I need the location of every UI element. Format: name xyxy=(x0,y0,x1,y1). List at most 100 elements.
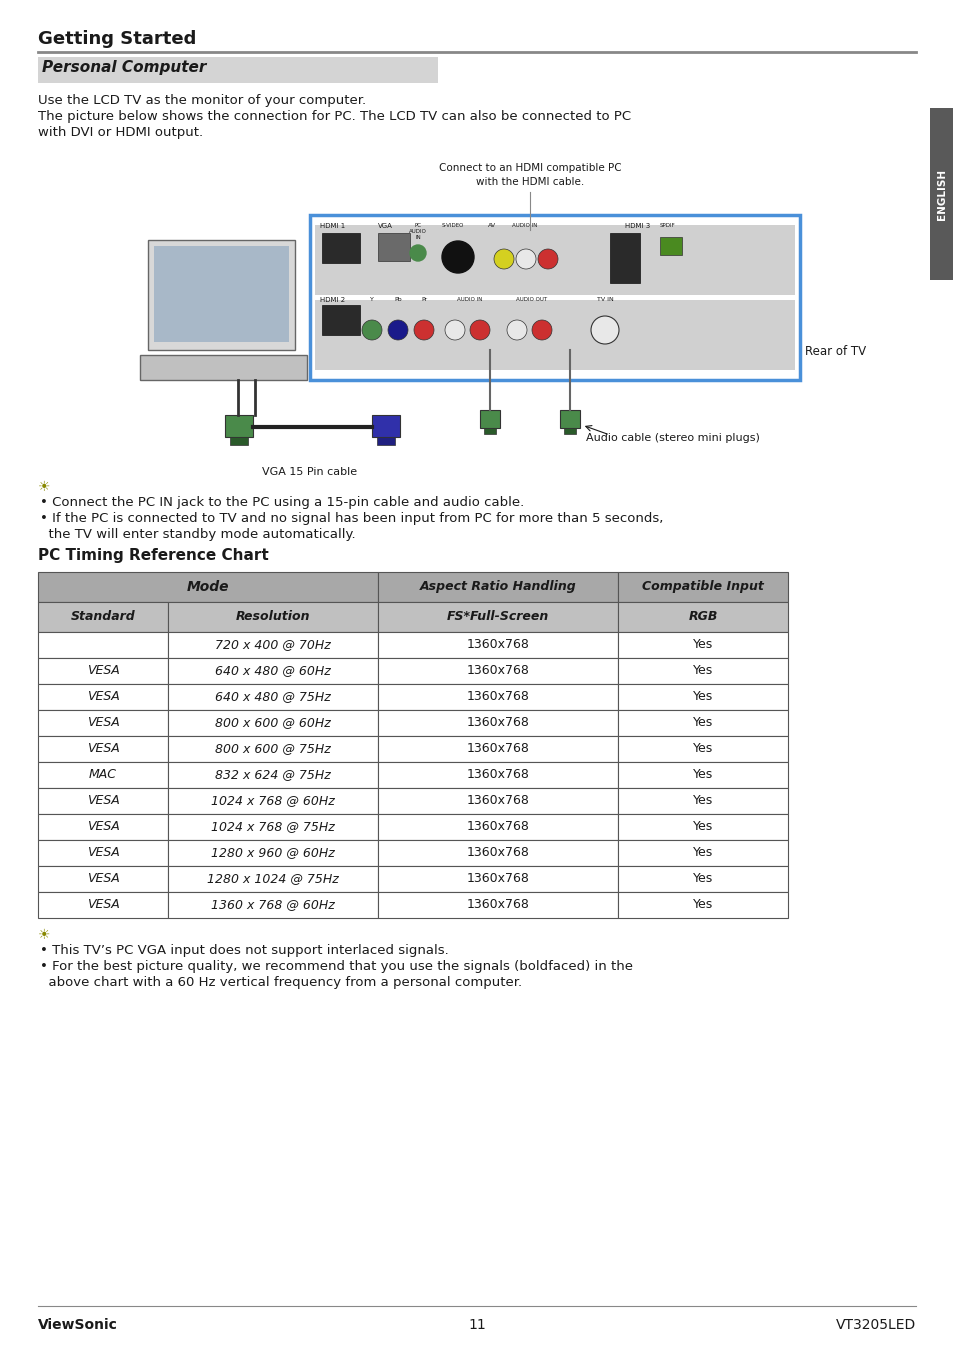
Bar xyxy=(376,437,395,445)
Text: 1280 x 1024 @ 75Hz: 1280 x 1024 @ 75Hz xyxy=(207,872,338,886)
Circle shape xyxy=(532,319,552,340)
Bar xyxy=(140,355,307,380)
Bar xyxy=(479,410,499,429)
Bar xyxy=(153,245,289,342)
Bar xyxy=(618,683,787,710)
Bar xyxy=(168,683,377,710)
Bar xyxy=(372,415,399,437)
Text: 1360x768: 1360x768 xyxy=(466,743,529,755)
Text: S-VIDEO: S-VIDEO xyxy=(441,222,464,228)
Text: Yes: Yes xyxy=(692,768,713,782)
Text: 1360x768: 1360x768 xyxy=(466,639,529,651)
Text: 1024 x 768 @ 75Hz: 1024 x 768 @ 75Hz xyxy=(211,821,335,833)
Text: ☀: ☀ xyxy=(38,927,51,942)
Text: 640 x 480 @ 60Hz: 640 x 480 @ 60Hz xyxy=(214,665,331,678)
Text: MAC: MAC xyxy=(89,768,117,782)
Text: 640 x 480 @ 75Hz: 640 x 480 @ 75Hz xyxy=(214,690,331,704)
Bar xyxy=(168,814,377,840)
Text: • This TV’s PC VGA input does not support interlaced signals.: • This TV’s PC VGA input does not suppor… xyxy=(40,944,448,957)
Bar xyxy=(148,240,294,350)
Text: HDMI 1: HDMI 1 xyxy=(319,222,345,229)
Bar xyxy=(38,840,168,865)
Text: VESA: VESA xyxy=(87,872,119,886)
Bar xyxy=(929,108,953,280)
Circle shape xyxy=(388,319,408,340)
Bar xyxy=(168,789,377,814)
Bar xyxy=(225,415,253,437)
Text: • For the best picture quality, we recommend that you use the signals (boldfaced: • For the best picture quality, we recom… xyxy=(40,960,633,973)
Text: Getting Started: Getting Started xyxy=(38,30,196,49)
Text: TV IN: TV IN xyxy=(596,297,613,302)
Text: Y: Y xyxy=(370,297,374,302)
Text: the TV will enter standby mode automatically.: the TV will enter standby mode automatic… xyxy=(40,528,355,541)
Text: Aspect Ratio Handling: Aspect Ratio Handling xyxy=(419,581,576,593)
Bar xyxy=(377,840,618,865)
Circle shape xyxy=(361,319,381,340)
Text: 1360x768: 1360x768 xyxy=(466,821,529,833)
Bar xyxy=(38,736,168,762)
Text: above chart with a 60 Hz vertical frequency from a personal computer.: above chart with a 60 Hz vertical freque… xyxy=(40,976,521,989)
Text: RGB: RGB xyxy=(688,611,717,624)
Circle shape xyxy=(410,245,426,262)
Text: HDMI 3: HDMI 3 xyxy=(624,222,650,229)
Bar xyxy=(377,865,618,892)
Text: Yes: Yes xyxy=(692,743,713,755)
Text: 1360x768: 1360x768 xyxy=(466,794,529,807)
Bar xyxy=(38,892,168,918)
Text: 1024 x 768 @ 60Hz: 1024 x 768 @ 60Hz xyxy=(211,794,335,807)
Bar xyxy=(168,865,377,892)
Text: Standard: Standard xyxy=(71,611,135,624)
Text: 1360x768: 1360x768 xyxy=(466,717,529,729)
Text: 11: 11 xyxy=(468,1318,485,1332)
Bar xyxy=(377,736,618,762)
Circle shape xyxy=(516,249,536,270)
Text: AUDIO OUT: AUDIO OUT xyxy=(516,297,547,302)
Text: 1360x768: 1360x768 xyxy=(466,768,529,782)
Text: Use the LCD TV as the monitor of your computer.: Use the LCD TV as the monitor of your co… xyxy=(38,94,366,106)
Bar xyxy=(618,762,787,789)
Text: Resolution: Resolution xyxy=(235,611,310,624)
Bar xyxy=(659,237,681,255)
Text: Yes: Yes xyxy=(692,821,713,833)
Bar xyxy=(377,572,618,603)
Text: AUDIO IN: AUDIO IN xyxy=(512,222,537,228)
Bar xyxy=(377,762,618,789)
Text: 1360 x 768 @ 60Hz: 1360 x 768 @ 60Hz xyxy=(211,899,335,911)
Bar xyxy=(618,736,787,762)
Bar xyxy=(377,789,618,814)
Bar xyxy=(314,225,794,295)
Bar xyxy=(168,892,377,918)
Text: HDMI 2: HDMI 2 xyxy=(319,297,345,303)
Text: VESA: VESA xyxy=(87,821,119,833)
Bar xyxy=(168,710,377,736)
Circle shape xyxy=(494,249,514,270)
Text: VGA 15 Pin cable: VGA 15 Pin cable xyxy=(262,466,357,477)
Text: 1280 x 960 @ 60Hz: 1280 x 960 @ 60Hz xyxy=(211,847,335,860)
Text: PC
AUDIO
IN: PC AUDIO IN xyxy=(409,222,427,240)
Text: VESA: VESA xyxy=(87,665,119,678)
Text: Yes: Yes xyxy=(692,639,713,651)
Circle shape xyxy=(590,315,618,344)
Bar xyxy=(38,762,168,789)
Bar xyxy=(377,683,618,710)
Bar xyxy=(618,789,787,814)
Circle shape xyxy=(470,319,490,340)
Text: VT3205LED: VT3205LED xyxy=(835,1318,915,1332)
Bar xyxy=(168,658,377,683)
Text: 832 x 624 @ 75Hz: 832 x 624 @ 75Hz xyxy=(214,768,331,782)
Bar xyxy=(618,572,787,603)
Text: PC Timing Reference Chart: PC Timing Reference Chart xyxy=(38,549,269,563)
Bar xyxy=(618,892,787,918)
Bar xyxy=(314,301,794,369)
Bar xyxy=(377,710,618,736)
Text: Audio cable (stereo mini plugs): Audio cable (stereo mini plugs) xyxy=(585,433,760,443)
Text: 1360x768: 1360x768 xyxy=(466,690,529,704)
Text: ENGLISH: ENGLISH xyxy=(936,168,946,220)
Bar xyxy=(563,429,576,434)
Text: Yes: Yes xyxy=(692,847,713,860)
Bar xyxy=(38,57,437,84)
Text: 800 x 600 @ 75Hz: 800 x 600 @ 75Hz xyxy=(214,743,331,755)
Bar xyxy=(377,632,618,658)
Bar xyxy=(377,233,410,262)
Bar xyxy=(618,632,787,658)
